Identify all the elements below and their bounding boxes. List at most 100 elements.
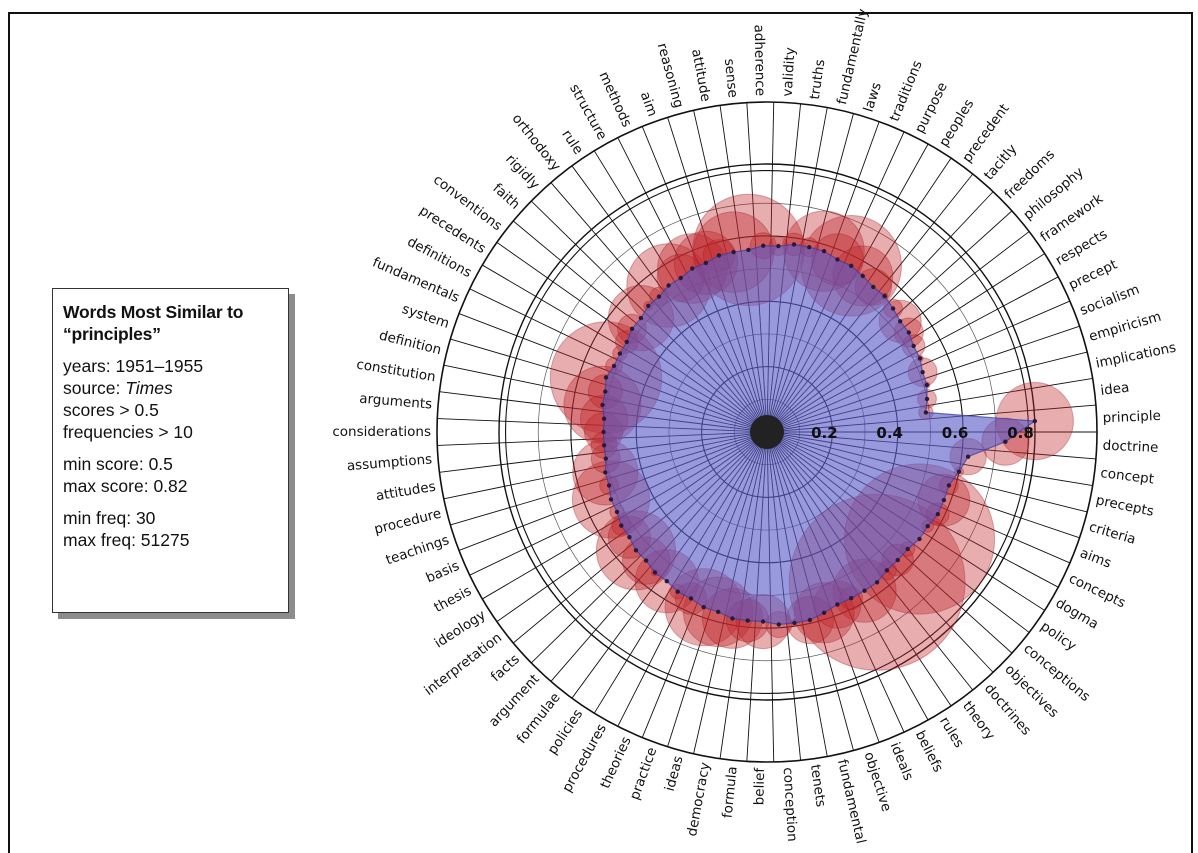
point-precept xyxy=(917,356,923,361)
word-label-system: system xyxy=(400,301,451,332)
point-precedent xyxy=(871,284,876,290)
info-score-range: min score: 0.5 max score: 0.82 xyxy=(63,453,288,497)
point-structure xyxy=(678,275,683,281)
info-freq-filter: frequencies > 10 xyxy=(63,422,193,442)
point-basis xyxy=(608,497,614,502)
info-min-freq: min freq: 30 xyxy=(63,508,156,528)
point-adherence xyxy=(761,243,766,248)
word-label-implications: implications xyxy=(1094,340,1177,372)
word-label-conception: conception xyxy=(780,767,801,842)
point-thesis xyxy=(614,509,620,515)
word-label-fundamental: fundamental xyxy=(834,758,869,845)
point-tacitly xyxy=(882,293,887,299)
point-procedures xyxy=(675,589,680,594)
point-system xyxy=(603,375,609,380)
info-title-line2: “principles” xyxy=(63,324,161,344)
ring-tick-label: 0.8 xyxy=(1007,424,1034,442)
point-philosophy xyxy=(898,319,903,324)
point-belief xyxy=(760,619,766,624)
point-practice xyxy=(701,605,706,610)
point-theories xyxy=(688,596,694,601)
point-democracy xyxy=(730,616,735,621)
info-max-score: max score: 0.82 xyxy=(63,476,188,496)
word-label-considerations: considerations xyxy=(332,424,431,440)
word-label-idea: idea xyxy=(1100,380,1131,399)
point-arguments xyxy=(601,416,607,421)
ring-tick-label: 0.2 xyxy=(811,424,838,442)
info-scores-filter: scores > 0.5 xyxy=(63,400,159,420)
info-title-line1: Words Most Similar to xyxy=(63,302,244,322)
word-label-attitudes: attitudes xyxy=(375,479,437,505)
word-label-ideals: ideals xyxy=(887,740,917,783)
word-label-precepts: precepts xyxy=(1094,492,1155,520)
point-precepts xyxy=(956,469,962,474)
point-concepts xyxy=(935,512,940,517)
point-rules xyxy=(862,588,867,593)
point-theory xyxy=(874,580,880,585)
word-label-sense: sense xyxy=(721,58,741,99)
point-sense xyxy=(746,247,751,253)
point-ideas xyxy=(716,609,721,614)
point-truths xyxy=(791,242,797,247)
word-label-socialism: socialism xyxy=(1078,282,1142,319)
word-label-theories: theories xyxy=(597,734,634,791)
point-ideology xyxy=(619,523,624,528)
point-traditions xyxy=(835,257,840,262)
point-methods xyxy=(690,266,695,271)
point-doctrines xyxy=(884,568,890,573)
info-source-value: Times xyxy=(125,378,173,398)
word-label-facts: facts xyxy=(488,651,523,685)
word-label-principle: principle xyxy=(1102,408,1161,426)
word-label-beliefs: beliefs xyxy=(912,728,946,775)
point-criteria xyxy=(946,483,952,488)
word-label-aims: aims xyxy=(1078,545,1114,572)
point-faith xyxy=(638,315,644,321)
point-doctrine xyxy=(1003,439,1008,444)
word-label-procedure: procedure xyxy=(373,506,443,538)
ring-tick-label: 0.4 xyxy=(876,424,903,442)
word-label-practice: practice xyxy=(627,745,661,802)
word-label-teachings: teachings xyxy=(384,532,451,568)
word-label-constitution: constitution xyxy=(355,357,437,386)
word-label-arguments: arguments xyxy=(359,391,433,413)
point-aims xyxy=(941,497,947,503)
score-polygon xyxy=(601,243,1037,626)
word-label-aim: aim xyxy=(637,90,661,119)
word-label-thesis: thesis xyxy=(431,583,474,616)
word-label-democracy: democracy xyxy=(684,761,713,838)
word-label-laws: laws xyxy=(861,80,885,114)
point-peoples xyxy=(860,273,865,279)
point-fundamentals xyxy=(611,363,617,369)
point-objective xyxy=(821,610,827,615)
word-label-rule: rule xyxy=(558,127,586,158)
point-conventions xyxy=(629,326,635,331)
point-precedents xyxy=(624,339,629,345)
point-principle xyxy=(1032,418,1038,424)
point-definition xyxy=(603,389,608,394)
point-attitude xyxy=(731,249,736,255)
point-laws xyxy=(821,249,827,254)
point-concept xyxy=(965,454,971,459)
point-ideals xyxy=(835,602,840,607)
word-label-concept: concept xyxy=(1100,465,1155,487)
point-framework xyxy=(906,330,911,335)
point-formula xyxy=(745,618,750,623)
info-max-freq: max freq: 51275 xyxy=(63,530,190,550)
word-label-assumptions: assumptions xyxy=(346,451,433,474)
point-conceptions xyxy=(905,546,910,552)
ring-tick-layer: 0.2 0.4 0.6 0.8 xyxy=(811,424,1034,442)
word-label-tenets: tenets xyxy=(807,763,829,808)
point-objectives xyxy=(895,557,900,563)
point-empiricism xyxy=(924,382,930,388)
point-conception xyxy=(776,622,781,627)
word-label-formula: formula xyxy=(720,765,741,818)
info-years: years: 1951–1955 xyxy=(63,356,204,376)
point-formulae xyxy=(652,570,658,575)
word-label-faith: faith xyxy=(489,180,522,212)
point-facts xyxy=(633,548,639,553)
point-teachings xyxy=(606,483,612,488)
info-filters: years: 1951–1955 source: Times scores > … xyxy=(63,355,288,443)
point-rule xyxy=(666,283,671,288)
point-considerations xyxy=(601,429,606,435)
word-label-policy: policy xyxy=(1037,618,1079,654)
